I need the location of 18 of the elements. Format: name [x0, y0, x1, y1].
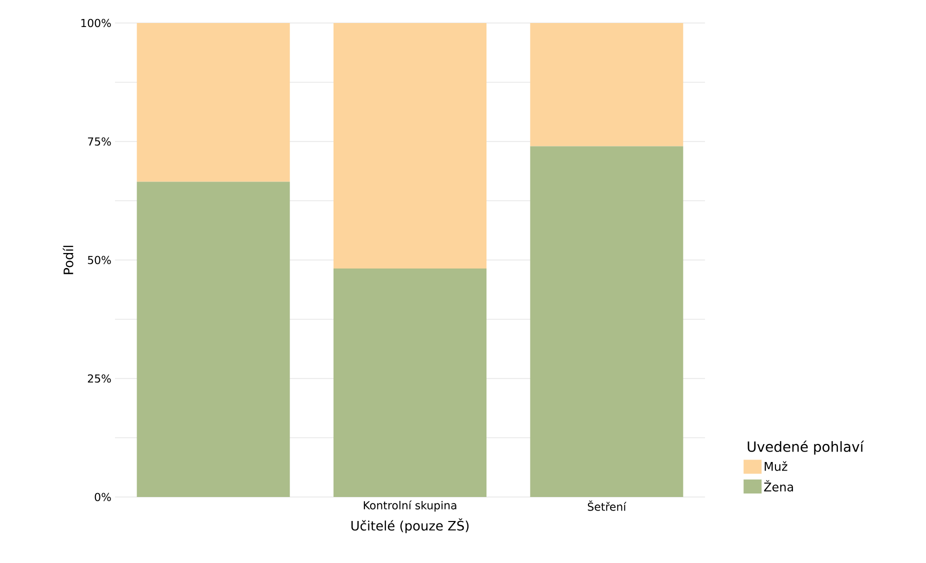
legend-label: Žena: [764, 480, 793, 492]
bar: [136, 182, 290, 497]
bar: [334, 268, 487, 497]
legend-label: Muž: [764, 461, 788, 471]
x-tick-label: Kontrolní skupina: [364, 500, 456, 512]
bar: [136, 22, 290, 182]
y-tick-label: 100%: [81, 18, 111, 28]
bar: [530, 22, 684, 146]
x-tick-label: Šetření: [588, 500, 626, 511]
y-axis-title: Podíl: [62, 246, 74, 274]
y-tick-label: 75%: [88, 137, 111, 146]
x-axis-title: Učitelé (pouze ZŠ): [351, 518, 469, 534]
y-tick-label: 0%: [94, 492, 111, 502]
y-tick-label: 50%: [88, 256, 111, 264]
legend-title: Uvedené pohlaví: [748, 440, 864, 455]
y-tick-label: 25%: [88, 374, 111, 383]
bar: [530, 146, 684, 497]
bar: [334, 22, 487, 269]
